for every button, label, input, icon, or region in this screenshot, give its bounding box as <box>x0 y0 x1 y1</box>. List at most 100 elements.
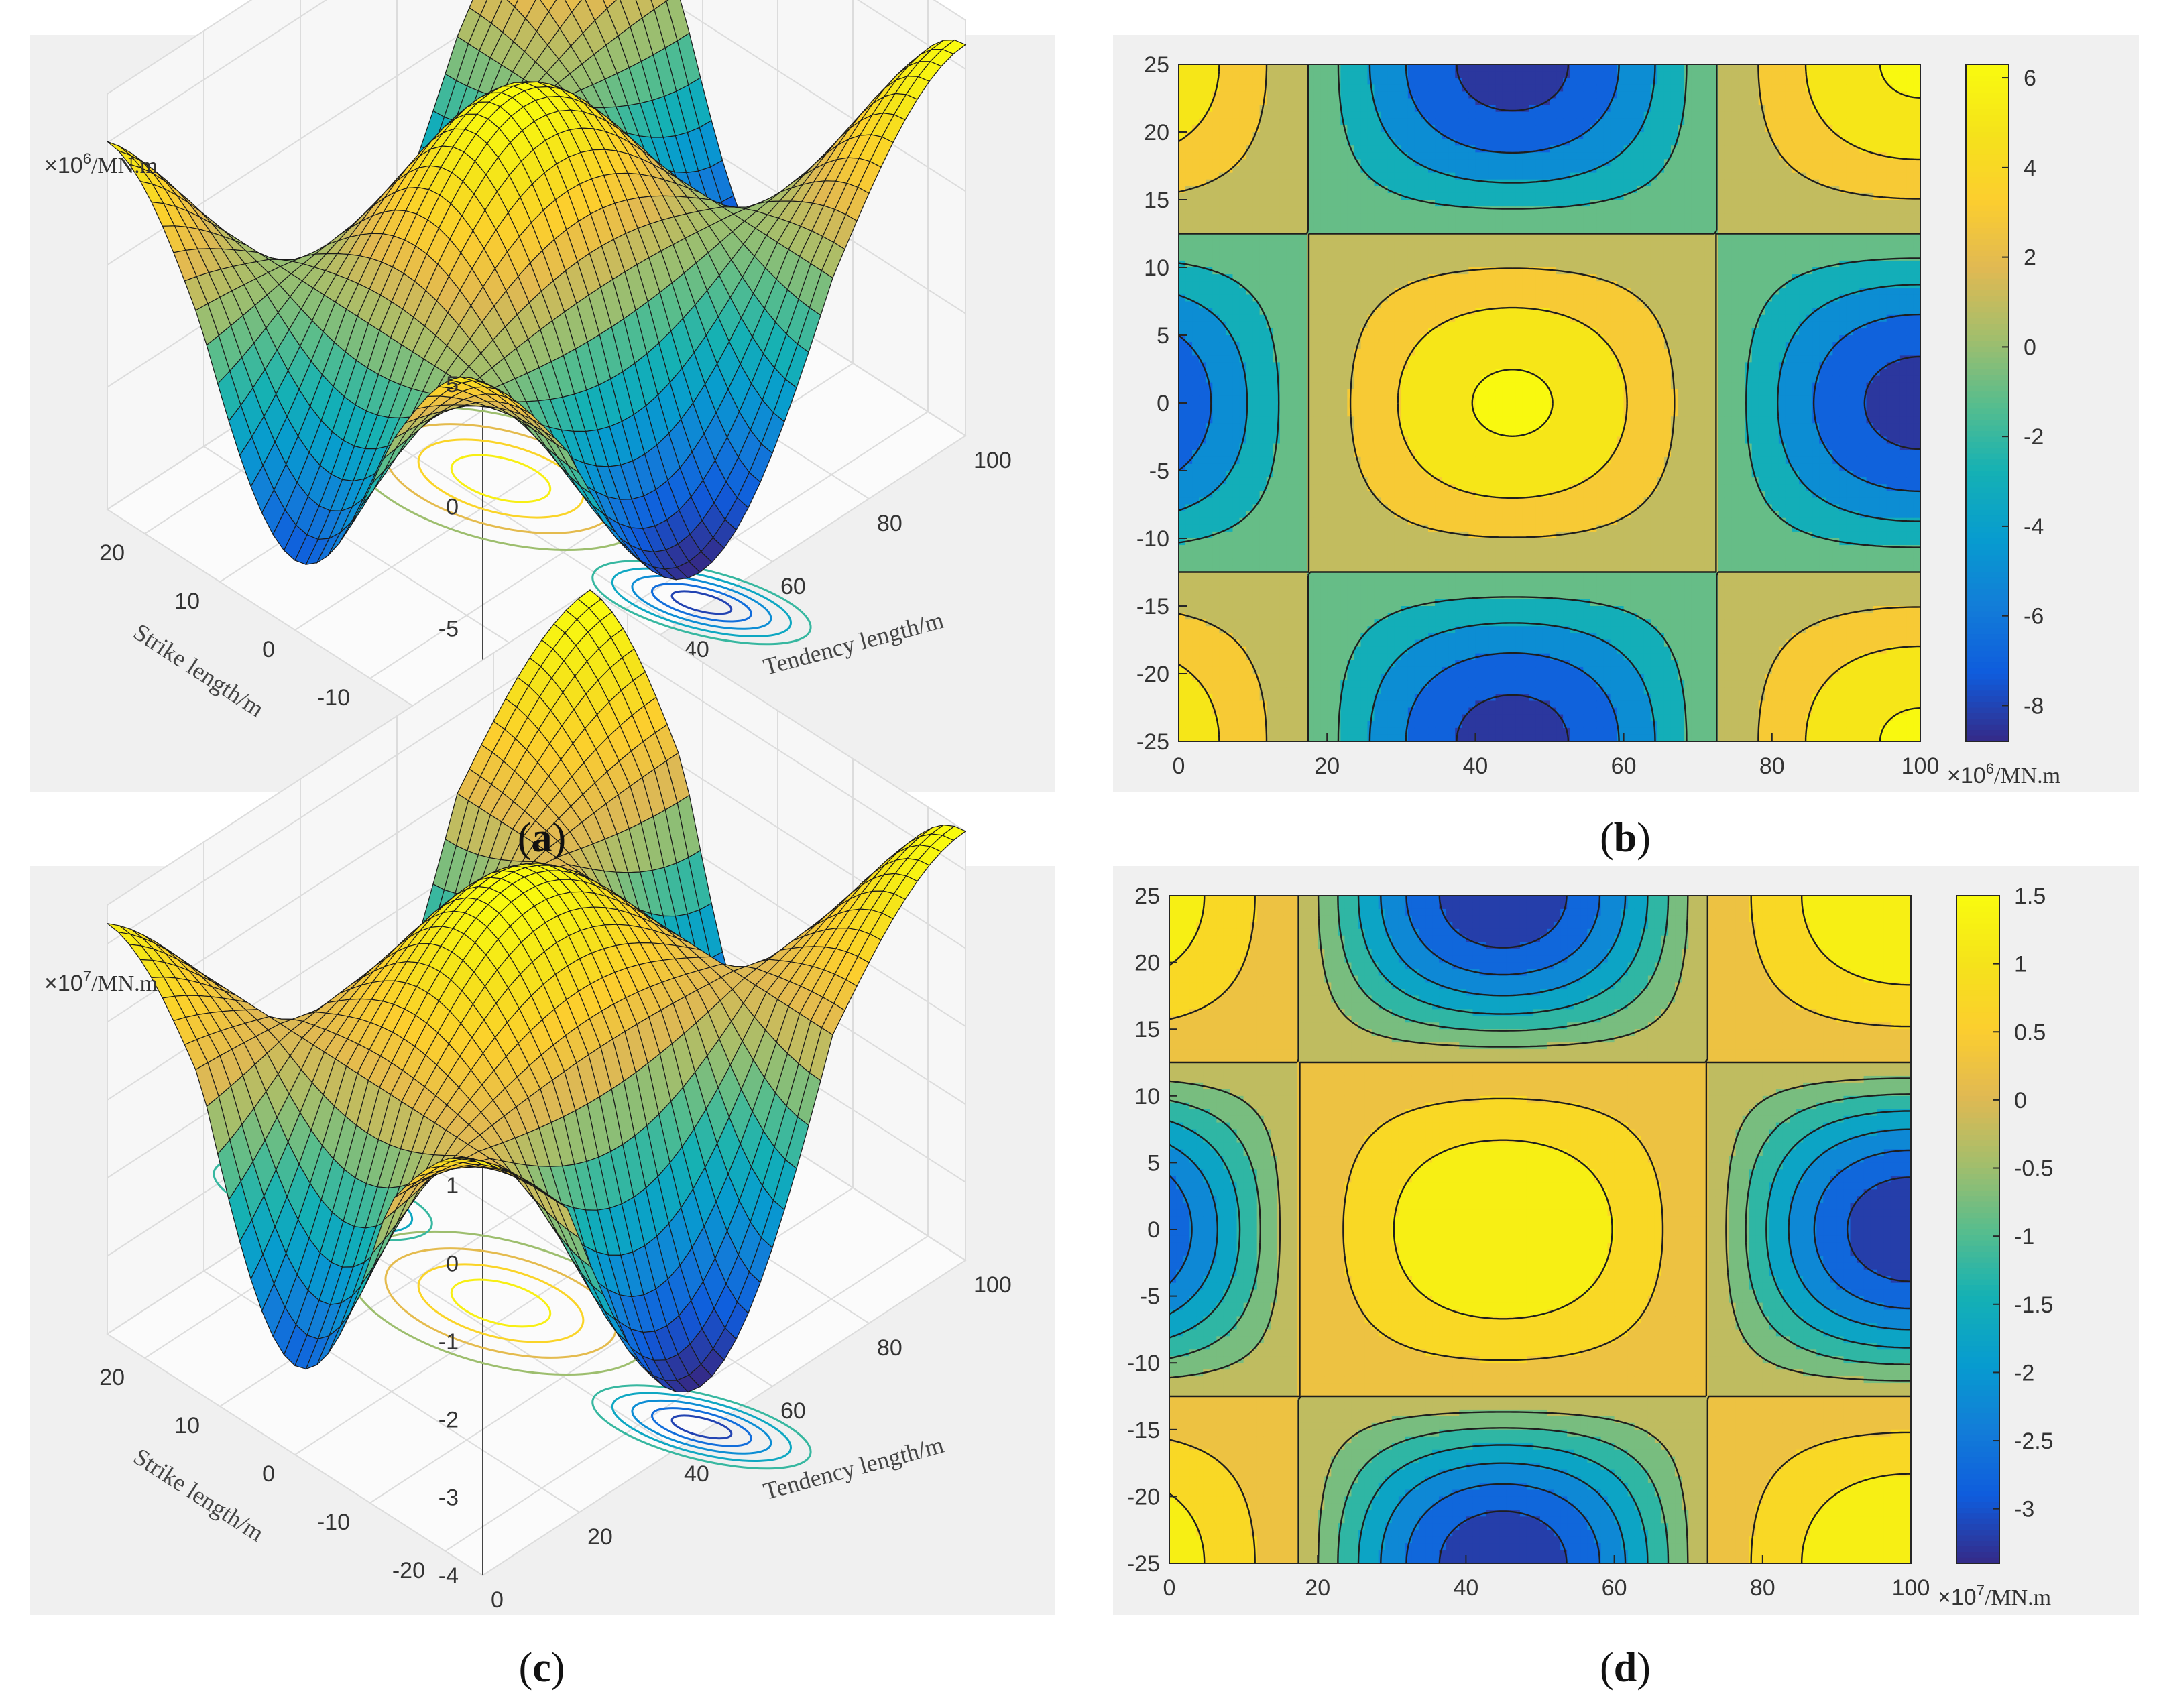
panelC-ztick-4: -3 <box>439 1485 459 1511</box>
panelB-contour-line <box>1179 64 1920 741</box>
panelC-xtick-3: 60 <box>780 1398 806 1424</box>
panelD-ytick-7: -10 <box>1127 1351 1160 1376</box>
panelD-colorbar <box>1956 895 2000 1564</box>
panelA-ytick-0: 20 <box>99 540 125 566</box>
panelC-ytick-4: -20 <box>392 1558 425 1583</box>
panelC-ztick-5: -4 <box>439 1563 459 1589</box>
panelB-colorbar <box>1965 64 2009 742</box>
panelB-cbtick-7: -8 <box>2024 693 2044 719</box>
panelD-xtick-1: 20 <box>1305 1575 1330 1601</box>
panelB-contour-line <box>1179 64 1920 741</box>
panelC-ytick-3: -10 <box>317 1510 350 1535</box>
panelD-ytick-0: 25 <box>1134 883 1160 909</box>
panelD-cbtick-9: -3 <box>2014 1497 2034 1522</box>
panelA-zlabel: ×106/MN.m <box>44 150 158 178</box>
panel-c-surface: 10-1-2-3-420100-10-20020406080100Strike … <box>30 589 1055 1615</box>
panelD-colorbar-label: ×107/MN.m <box>1938 1582 2051 1610</box>
panelA-ytick-1: 10 <box>174 589 200 614</box>
panelC-ytick-0: 20 <box>99 1365 125 1390</box>
panelA-ytick-3: -10 <box>317 685 350 711</box>
panelB-cbtick-3: 0 <box>2024 334 2036 360</box>
panelB-ytick-3: 10 <box>1144 255 1169 281</box>
panelD-cbtick-4: -0.5 <box>2014 1156 2054 1182</box>
panelD-xtick-5: 100 <box>1892 1575 1930 1601</box>
panelC-ztick-0: 1 <box>446 1173 459 1199</box>
panelB-cbtick-2: 2 <box>2024 245 2036 271</box>
panelC-xtick-1: 20 <box>587 1524 613 1550</box>
panelC-ztick-2: -1 <box>439 1329 459 1355</box>
panelA-ztick-0: 5 <box>446 372 459 398</box>
panelD-xtick-2: 40 <box>1453 1575 1478 1601</box>
panelD-xtick-3: 60 <box>1602 1575 1627 1601</box>
panelB-contour-line <box>1179 64 1920 741</box>
panelD-contour-line <box>1169 896 1911 1563</box>
panelB-xtick-5: 100 <box>1902 753 1940 779</box>
panelB-contour-line <box>1179 64 1920 741</box>
panelD-ytick-6: -5 <box>1140 1284 1160 1310</box>
panelA-ztick-2: -5 <box>439 617 459 642</box>
panelD-contour-line <box>1169 896 1911 1563</box>
panelD-contour-line <box>1169 896 1911 1563</box>
panelB-xtick-1: 20 <box>1314 753 1340 779</box>
panelA-ytick-2: 0 <box>262 637 275 662</box>
panelD-ytick-9: -20 <box>1127 1484 1160 1510</box>
panelB-cbtick-5: -4 <box>2024 514 2044 540</box>
panelD-cbtick-6: -1.5 <box>2014 1292 2054 1318</box>
panelC-ytick-1: 10 <box>174 1413 200 1439</box>
panelD-ytick-4: 5 <box>1147 1150 1160 1176</box>
panelC-xtick-2: 40 <box>684 1461 709 1487</box>
panelB-contour-line <box>1456 64 1920 741</box>
caption-d: (d) <box>1600 1645 1651 1691</box>
panelB-colorbar-label: ×106/MN.m <box>1947 760 2060 788</box>
panelD-cbtick-3: 0 <box>2014 1088 2027 1113</box>
panelB-ytick-8: -15 <box>1136 594 1169 619</box>
panelB-cbtick-1: 4 <box>2024 156 2036 181</box>
panelD-contour-line <box>1169 896 1911 1563</box>
panelB-cbtick-0: 6 <box>2024 66 2036 91</box>
panelB-ytick-10: -25 <box>1136 729 1169 755</box>
panelD-cbtick-5: -1 <box>2014 1224 2034 1249</box>
panelC-xtick-0: 0 <box>491 1587 504 1613</box>
panelD-ytick-10: -25 <box>1127 1551 1160 1577</box>
caption-b: (b) <box>1600 815 1651 861</box>
panelB-xtick-2: 40 <box>1462 753 1488 779</box>
panelB-ytick-9: -20 <box>1136 662 1169 687</box>
panelB-ytick-1: 20 <box>1144 120 1169 145</box>
panelD-contour-line <box>1169 896 1911 1563</box>
panelA-xtick-4: 80 <box>877 511 902 536</box>
panelA-xtick-5: 100 <box>974 448 1012 473</box>
panelD-ytick-1: 20 <box>1134 951 1160 976</box>
panelC-ytick-2: 0 <box>262 1461 275 1487</box>
panelB-ytick-7: -10 <box>1136 526 1169 552</box>
panelD-cbtick-8: -2.5 <box>2014 1428 2054 1454</box>
panelB-ytick-5: 0 <box>1157 391 1169 416</box>
panelA-ztick-1: 0 <box>446 494 459 520</box>
panelB-cbtick-4: -2 <box>2024 424 2044 450</box>
panelD-xtick-0: 0 <box>1163 1575 1176 1601</box>
panelD-cbtick-1: 1 <box>2014 952 2027 977</box>
panelD-xtick-4: 80 <box>1750 1575 1775 1601</box>
panelB-ytick-4: 5 <box>1157 323 1169 349</box>
panelD-ytick-3: 10 <box>1134 1084 1160 1109</box>
panelC-ztick-3: -2 <box>439 1407 459 1432</box>
panelD-contour-line <box>1169 896 1911 1563</box>
panelB-ytick-2: 15 <box>1144 188 1169 213</box>
panelB-cbtick-6: -6 <box>2024 604 2044 629</box>
panelD-cbtick-2: 0.5 <box>2014 1020 2046 1045</box>
panelB-contour-line <box>1179 64 1920 741</box>
panelC-zlabel: ×107/MN.m <box>44 968 158 996</box>
panelC-xtick-4: 80 <box>877 1335 902 1361</box>
caption-a: (a) <box>518 815 566 861</box>
panelC-ztick-1: 0 <box>446 1252 459 1277</box>
panelB-ytick-0: 25 <box>1144 52 1169 78</box>
panelD-cbtick-7: -2 <box>2014 1360 2034 1386</box>
panelD-contour-line <box>1169 896 1911 1563</box>
panelB-ytick-6: -5 <box>1149 459 1169 484</box>
panelB-xtick-3: 60 <box>1611 753 1637 779</box>
panelD-cbtick-0: 1.5 <box>2014 883 2046 909</box>
panelB-xtick-0: 0 <box>1173 753 1185 779</box>
panelB-contour-line <box>1179 64 1920 741</box>
